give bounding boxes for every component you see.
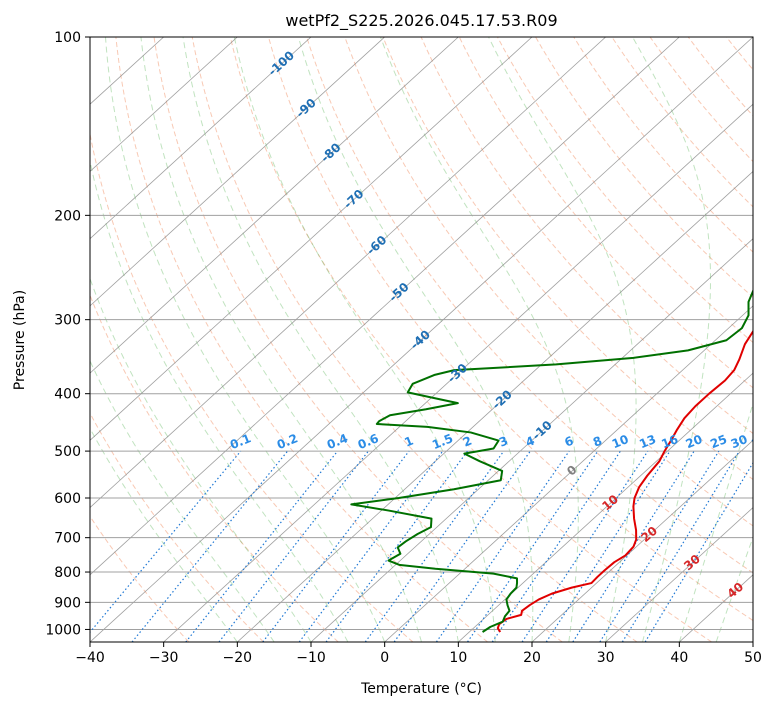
y-axis-title: Pressure (hPa) xyxy=(12,290,28,390)
y-tick-label: 300 xyxy=(54,313,81,329)
x-tick-label: 30 xyxy=(597,650,615,666)
x-tick-label: 50 xyxy=(744,650,762,666)
mixing-ratio-label: 36 xyxy=(750,432,771,451)
moist-adiabat xyxy=(715,536,753,642)
mixing-ratio-line xyxy=(364,450,505,642)
dry-adiabat xyxy=(153,37,563,642)
moist-adiabat xyxy=(104,37,386,642)
isotherm-line xyxy=(90,37,385,307)
moist-adiabats xyxy=(90,37,753,642)
isotherm-line xyxy=(163,103,753,642)
y-tick-label: 400 xyxy=(54,387,81,403)
dry-adiabat xyxy=(420,37,753,435)
moist-adiabat xyxy=(90,158,349,642)
y-tick-label: 900 xyxy=(54,595,81,611)
x-tick-label: −40 xyxy=(75,650,105,666)
isotherms xyxy=(90,37,753,642)
isotherm-line xyxy=(384,305,753,642)
moist-adiabat xyxy=(632,37,712,642)
isotherm-line xyxy=(458,372,753,642)
x-axis-title: Temperature (°C) xyxy=(360,681,482,697)
isotherm-line xyxy=(237,170,753,642)
plot-area: -100-90-80-70-60-50-40-30-20-100.1 0.2 0.4… xyxy=(90,37,771,642)
isotherm-line xyxy=(90,37,312,240)
x-tick-label: 40 xyxy=(670,650,688,666)
isotherm-line xyxy=(531,439,753,642)
dry-adiabat xyxy=(191,37,638,642)
moist-adiabat xyxy=(678,401,753,642)
mixing-ratio-label: 30 xyxy=(729,432,750,451)
isotherm-line xyxy=(90,37,533,441)
mixing-ratio-label: 13 xyxy=(637,432,658,451)
mixing-ratio-line xyxy=(599,450,720,642)
chart-title: wetPf2_S225.2026.045.17.53.R09 xyxy=(285,11,557,31)
mixing-ratio-line xyxy=(467,450,599,642)
moist-adiabat xyxy=(380,37,579,642)
mixing-ratio-label: 10 xyxy=(610,432,631,451)
temperature-profile xyxy=(496,329,753,633)
axes: −40 −30 −20 −10 0 10 20 30 40 50 100 200 300 400 500 60… xyxy=(45,30,762,666)
y-tick-label: 200 xyxy=(54,208,81,224)
moist-adiabat xyxy=(297,37,534,642)
dewpoint-profile xyxy=(350,288,753,633)
mixing-ratio-label: 20 xyxy=(684,432,705,451)
plot-frame xyxy=(89,36,754,643)
mixing-ratio-line xyxy=(218,450,369,642)
mixing-ratio-label: 16 xyxy=(659,432,680,451)
isotherm-line xyxy=(310,238,753,642)
y-tick-label: 500 xyxy=(54,444,81,460)
dry-adiabat xyxy=(306,37,753,574)
mixing-ratio-line xyxy=(131,450,289,642)
y-tick-label: 800 xyxy=(54,565,81,581)
x-tick-label: 20 xyxy=(523,650,541,666)
isotherm-line xyxy=(90,37,459,374)
x-tick-label: −30 xyxy=(149,650,179,666)
y-tick-label: 700 xyxy=(54,531,81,547)
dry-adiabat xyxy=(90,412,264,642)
dry-adiabat xyxy=(229,37,712,642)
y-tick-label: 1000 xyxy=(45,622,81,638)
x-tick-label: 10 xyxy=(449,650,467,666)
isotherm-line xyxy=(605,507,753,642)
moist-adiabat xyxy=(233,37,496,642)
mixing-ratio-lines xyxy=(90,450,753,642)
isotherm-line xyxy=(90,37,238,172)
moist-adiabat xyxy=(90,427,238,642)
y-tick-label: 100 xyxy=(54,30,81,46)
pressure-gridlines xyxy=(90,37,753,630)
x-tick-label: 0 xyxy=(380,650,389,666)
mixing-ratio-label: 25 xyxy=(708,432,729,451)
mixing-ratio-line xyxy=(393,450,531,642)
y-tick-label: 600 xyxy=(54,491,81,507)
mixing-ratio-line xyxy=(185,450,339,642)
mixing-ratio-line xyxy=(644,461,753,642)
isotherm-line xyxy=(90,37,753,642)
moist-adiabat xyxy=(182,37,459,642)
dry-adiabat xyxy=(268,37,753,622)
mixing-ratio-line xyxy=(90,450,242,634)
x-tick-label: −10 xyxy=(296,650,326,666)
sounding-profiles xyxy=(350,288,753,633)
x-tick-label: −20 xyxy=(223,650,253,666)
mixing-ratio-line xyxy=(435,450,570,642)
dry-adiabat xyxy=(115,37,488,642)
isotherm-line xyxy=(90,37,606,509)
mixing-ratio-line xyxy=(621,450,740,642)
mixing-ratio-line xyxy=(262,450,410,642)
moist-adiabat xyxy=(488,37,637,642)
moist-adiabat xyxy=(140,37,422,642)
moist-adiabat xyxy=(90,359,275,642)
isotherm-line xyxy=(90,37,680,576)
dry-adiabat xyxy=(535,37,753,298)
dry-adiabat xyxy=(496,37,753,344)
